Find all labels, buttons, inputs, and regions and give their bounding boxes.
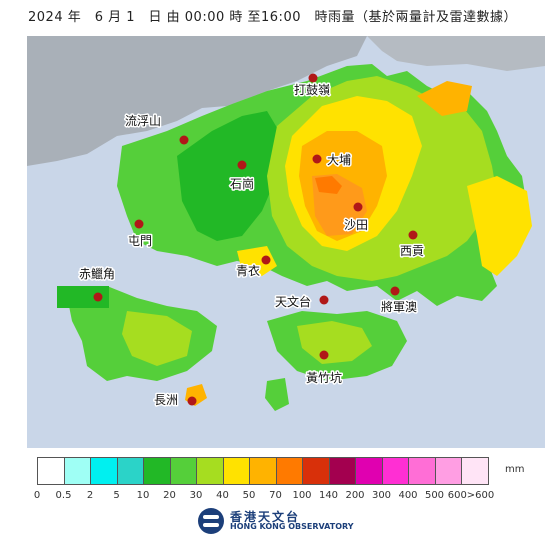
station-label: 長洲 — [154, 393, 178, 407]
legend-swatch — [275, 457, 303, 485]
legend-tick: 5 — [113, 490, 120, 501]
legend-tick: 200 — [345, 490, 365, 501]
mainland-area-east — [367, 36, 545, 71]
legend-swatch — [302, 457, 330, 485]
station-marker[interactable] — [187, 396, 197, 406]
legend-tick: 500 — [424, 490, 445, 501]
rain-zone-ne-50mm — [417, 81, 472, 116]
rainfall-map: 打鼓嶺 流浮山 大埔 石崗 沙田 屯門 西貢 青衣 赤鱲角 天文台 將軍澳 黃竹… — [27, 36, 545, 448]
station-label: 西貢 — [400, 244, 424, 258]
legend-swatch — [169, 457, 197, 485]
legend-tick: 10 — [136, 490, 150, 501]
station-marker[interactable] — [312, 154, 322, 164]
station-label: 黃竹坑 — [306, 370, 342, 385]
legend-swatch — [249, 457, 277, 485]
legend-swatch — [381, 457, 409, 485]
tsing-yi-island — [237, 246, 277, 276]
station-marker[interactable] — [134, 219, 144, 229]
rainfall-legend — [37, 457, 489, 487]
station-label: 石崗 — [230, 177, 254, 191]
legend-tick: 400 — [398, 490, 418, 501]
station-marker[interactable] — [319, 350, 329, 360]
station-markers — [93, 73, 418, 406]
station-marker[interactable] — [308, 73, 318, 83]
station-marker[interactable] — [93, 292, 103, 302]
station-label: 大埔 — [327, 153, 351, 167]
logo-name-zh: 香港天文台 — [230, 509, 301, 524]
airport-island — [57, 286, 109, 308]
legend-tick: 100 — [292, 490, 312, 501]
legend-tick: 140 — [318, 490, 339, 501]
legend-swatch — [196, 457, 224, 485]
logo-name-en: HONG KONG OBSERVATORY — [230, 522, 354, 532]
station-marker[interactable] — [237, 160, 247, 170]
legend-ticks: 0 0.5 2 5 10 20 30 40 50 70 100 140 200 … — [33, 490, 517, 504]
legend-tick: 50 — [242, 490, 256, 501]
legend-swatch — [63, 457, 91, 485]
legend-tick: 20 — [163, 490, 176, 501]
legend-tick: 0 — [33, 490, 41, 501]
rain-zone-saikung — [467, 176, 532, 276]
station-label: 流浮山 — [125, 114, 161, 128]
legend-swatch — [116, 457, 144, 485]
rain-zone-10mm — [177, 111, 282, 241]
legend-swatch — [222, 457, 250, 485]
station-marker[interactable] — [261, 255, 271, 265]
legend-tick: 30 — [189, 490, 203, 501]
legend-tick: 600>600 — [447, 490, 495, 501]
legend-unit: mm — [505, 464, 525, 475]
observatory-logo: 香港天文台 HONG KONG OBSERVATORY — [198, 508, 354, 534]
lantau-rain-30mm — [122, 311, 192, 366]
legend-swatch — [328, 457, 356, 485]
legend-tick: 2 — [86, 490, 94, 501]
legend-swatch — [434, 457, 462, 485]
station-label: 青衣 — [236, 263, 260, 278]
station-marker[interactable] — [408, 230, 418, 240]
legend-tick: 70 — [269, 490, 282, 501]
station-label: 赤鱲角 — [79, 267, 115, 281]
legend-swatch — [408, 457, 436, 485]
legend-swatch — [37, 457, 65, 485]
station-marker[interactable] — [353, 202, 363, 212]
mainland-area — [27, 36, 367, 166]
legend-tick: 0.5 — [55, 490, 72, 501]
station-label: 屯門 — [128, 234, 152, 248]
lamma-island — [265, 378, 289, 411]
station-marker[interactable] — [319, 295, 329, 305]
station-label: 打鼓嶺 — [294, 83, 330, 97]
hk-island-rain-30mm — [297, 321, 372, 364]
legend-swatch — [461, 457, 489, 485]
legend-tick: 300 — [371, 490, 392, 501]
station-label: 將軍澳 — [381, 299, 417, 314]
legend-swatch — [90, 457, 118, 485]
station-marker[interactable] — [179, 135, 189, 145]
map-title: 2024 年 6 月 1 日 由 00:00 時 至16:00 時雨量（基於兩量… — [28, 10, 517, 25]
legend-swatch — [143, 457, 171, 485]
station-label: 沙田 — [344, 218, 368, 232]
legend-tick: 40 — [216, 490, 229, 501]
observatory-emblem-icon — [198, 508, 224, 534]
station-marker[interactable] — [390, 286, 400, 296]
station-label: 天文台 — [275, 294, 311, 309]
rain-zone-70mm — [315, 176, 342, 194]
legend-swatch — [355, 457, 383, 485]
